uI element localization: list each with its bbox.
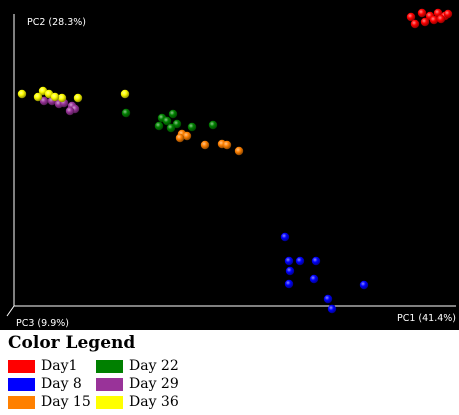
legend-label-day22: Day 22 [129,358,179,374]
data-point-day22-6 [154,121,164,131]
data-point-day8-6 [309,274,319,284]
data-point-day8-9 [323,294,333,304]
data-point-day22-5 [172,119,182,129]
data-point-day22-7 [166,123,176,133]
data-point-day36-1 [17,89,27,99]
data-point-day1-9 [436,14,446,24]
data-point-day8-3 [295,256,305,266]
color-legend: Color Legend Day1 Day 8 Day 15 Day 22 Day 29… [8,333,448,413]
legend-entry-day29: Day 29 [96,376,179,392]
data-point-day1-1 [406,12,416,22]
pca-plot-panel: PC2 (28.3%) PC1 (41.4%) PC3 (9.9%) [0,0,459,330]
legend-label-day29: Day 29 [129,376,179,392]
data-points-layer [17,8,453,314]
legend-label-day36: Day 36 [129,394,179,410]
data-point-day22-9 [208,120,218,130]
pc2-axis-label: PC2 (28.3%) [27,17,86,28]
legend-entry-day22: Day 22 [96,358,179,374]
pca-scatter-plot: PC2 (28.3%) PC1 (41.4%) PC3 (9.9%) [0,0,459,330]
data-point-day1-6 [429,15,439,25]
data-point-day8-1 [280,232,290,242]
data-point-day15-6 [222,140,232,150]
data-point-day15-4 [200,140,210,150]
legend-swatch-day22 [96,359,123,373]
data-point-day22-1 [121,108,131,118]
data-point-day1-8 [410,19,420,29]
legend-swatch-day29 [96,377,123,391]
data-point-day8-10 [327,304,337,314]
data-point-day1-2 [417,8,427,18]
data-point-day15-3 [175,133,185,143]
data-point-day36-4 [33,92,43,102]
legend-label-day1: Day1 [41,358,78,374]
data-point-day8-4 [311,256,321,266]
legend-label-day15: Day 15 [41,394,91,410]
pc3-axis-line [6,305,15,317]
data-point-day36-8 [50,92,60,102]
data-point-day36-6 [73,93,83,103]
legend-swatch-day1 [8,359,35,373]
legend-entry-day15: Day 15 [8,394,91,410]
pc1-axis-label: PC1 (41.4%) [397,313,456,324]
legend-swatch-day8 [8,377,35,391]
legend-entry-day8: Day 8 [8,376,82,392]
legend-title: Color Legend [8,333,136,353]
data-point-day22-8 [187,122,197,132]
data-point-day36-7 [120,89,130,99]
data-point-day22-4 [162,116,172,126]
data-point-day1-10 [443,9,453,19]
data-point-day36-5 [57,93,67,103]
plot-background [0,0,459,330]
data-point-day15-7 [234,146,244,156]
legend-swatch-day15 [8,395,35,409]
legend-swatch-day36 [96,395,123,409]
data-point-day29-7 [65,106,75,116]
data-point-day22-2 [168,109,178,119]
legend-entry-day1: Day1 [8,358,77,374]
legend-entry-day36: Day 36 [96,394,179,410]
data-point-day8-2 [284,256,294,266]
pc3-axis-label: PC3 (9.9%) [16,318,69,329]
data-point-day29-1 [39,96,49,106]
data-point-day1-7 [420,17,430,27]
data-point-day8-5 [285,266,295,276]
data-point-day15-2 [182,131,192,141]
data-point-day8-7 [284,279,294,289]
legend-label-day8: Day 8 [41,376,82,392]
data-point-day8-8 [359,280,369,290]
